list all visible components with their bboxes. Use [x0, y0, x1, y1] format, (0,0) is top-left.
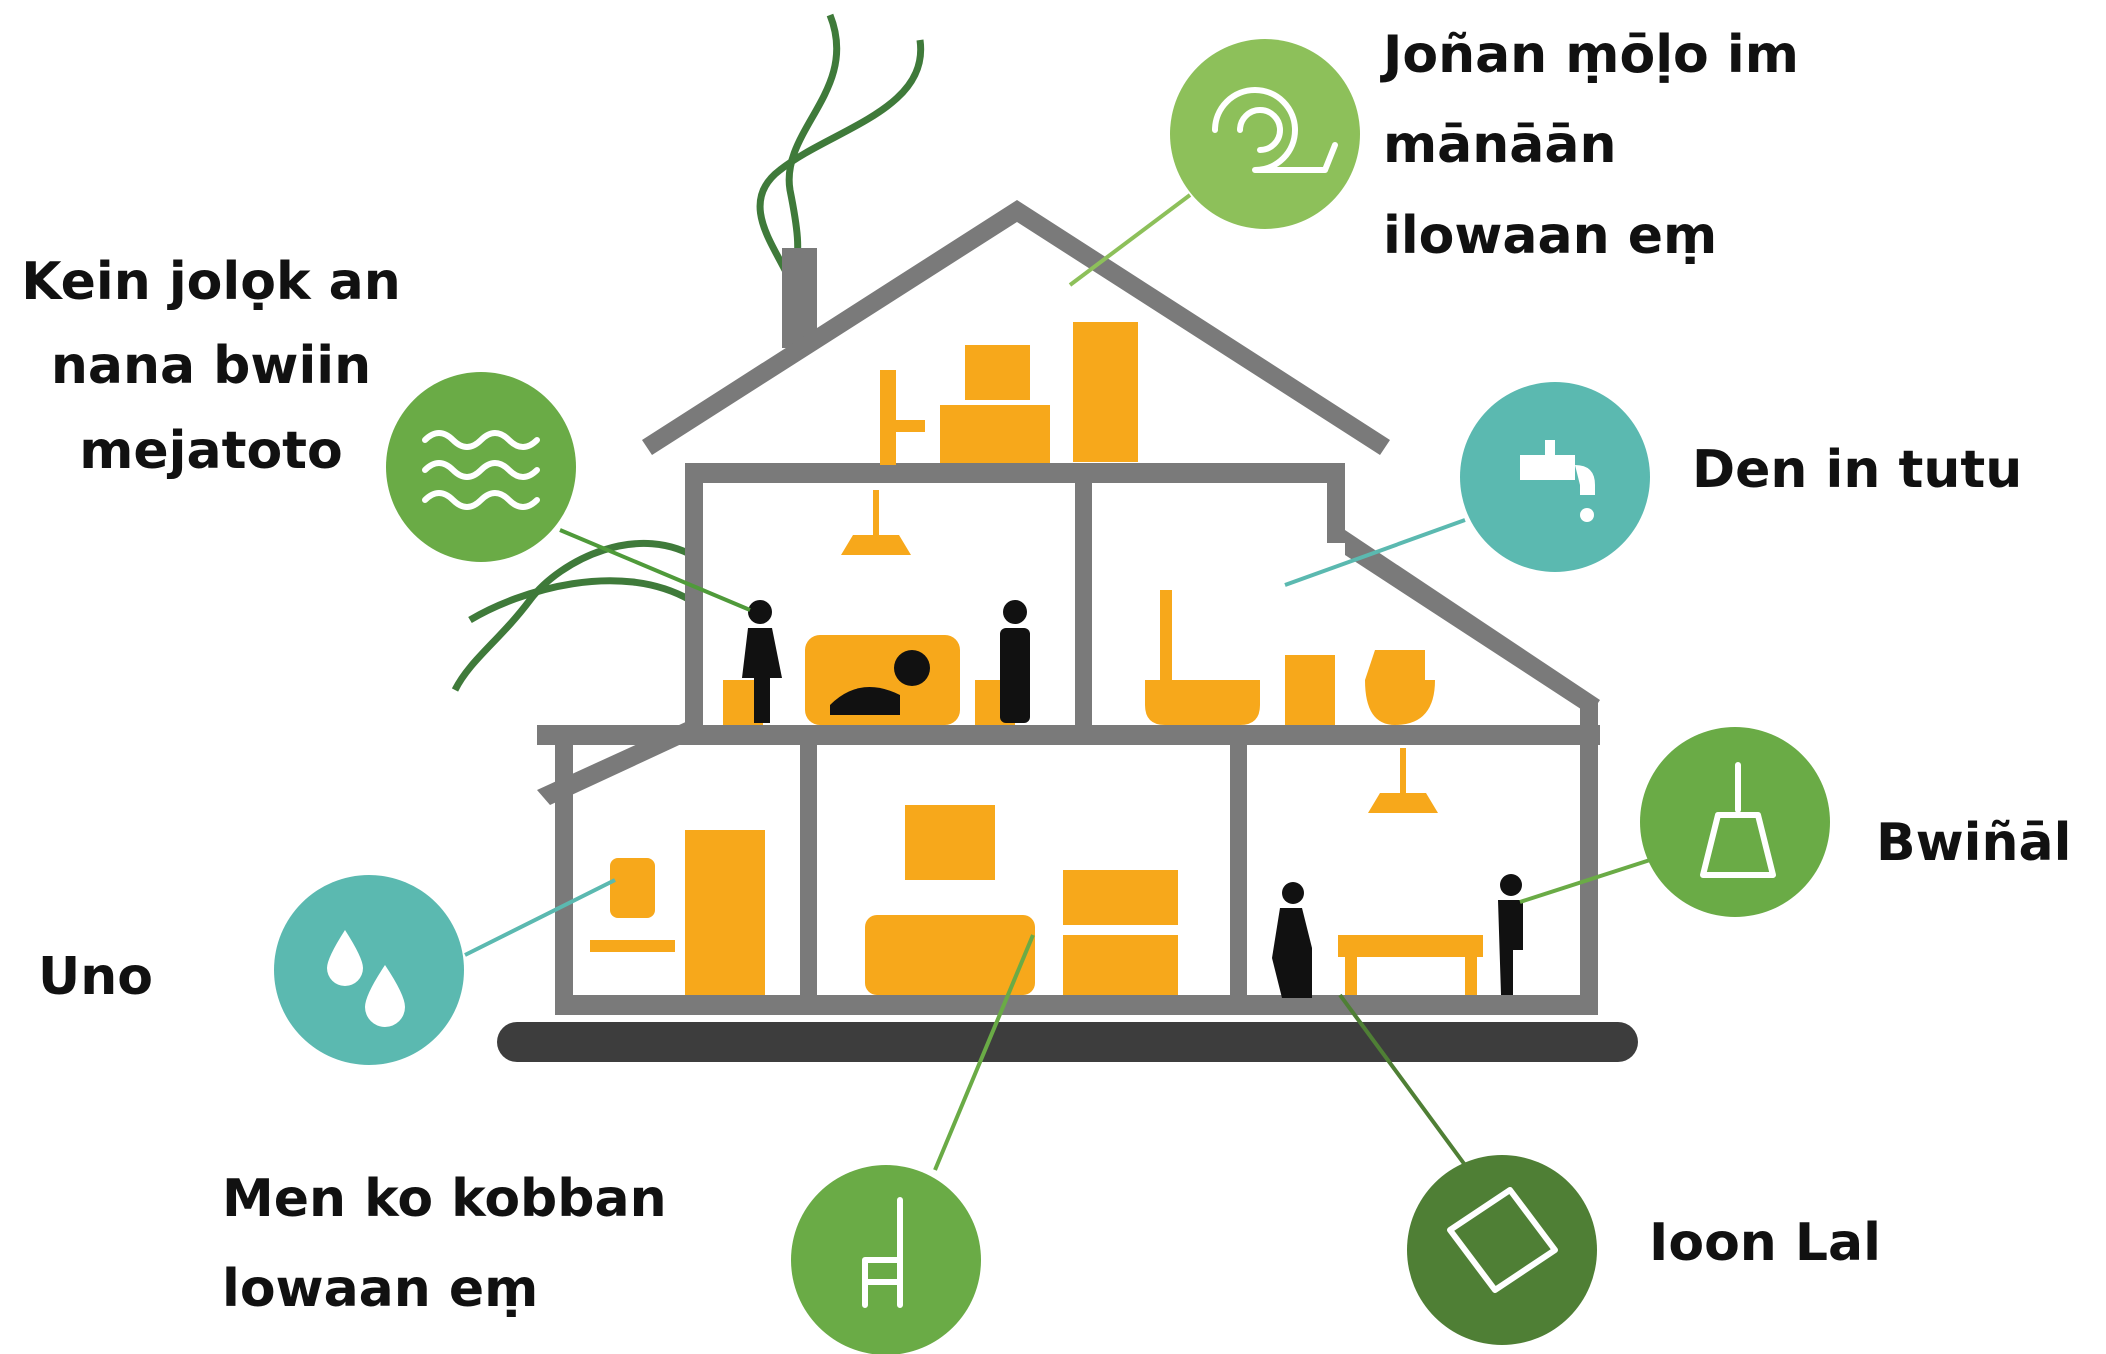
foundation — [497, 1022, 1638, 1062]
floor — [537, 725, 1600, 745]
callout-label: Uno — [38, 947, 153, 1007]
floor — [555, 995, 1598, 1015]
icon-circle — [274, 875, 464, 1065]
wall — [1580, 700, 1598, 1000]
smoke — [451, 13, 925, 692]
people — [742, 600, 1523, 998]
callout-label: mejatoto — [79, 421, 343, 481]
icon-circle — [1640, 727, 1830, 917]
icon-circle — [1407, 1155, 1597, 1345]
wall — [685, 463, 703, 733]
callout-label: Bwiñāl — [1876, 813, 2071, 873]
connectors — [464, 193, 1651, 1171]
wall — [1327, 463, 1345, 543]
floor — [685, 463, 1345, 483]
callout-label: nana bwiin — [51, 336, 371, 396]
roof-right — [1345, 530, 1600, 715]
labels: Joñan ṃōḷo im mānāān ilowaan eṃ Kein jol… — [21, 25, 2071, 1319]
callout-label: Den in tutu — [1692, 440, 2022, 500]
wall — [1075, 483, 1092, 733]
icons — [274, 39, 1830, 1354]
callout-label: Kein jolọk an — [21, 252, 401, 312]
callout-label: Ioon Lal — [1649, 1213, 1881, 1273]
callout-label: Men ko kobban — [222, 1169, 667, 1229]
callout-label: ilowaan eṃ — [1383, 206, 1717, 266]
chimney — [782, 248, 817, 348]
wall — [800, 745, 817, 1000]
callout-label: Joñan ṃōḷo im — [1380, 25, 1799, 85]
furniture — [590, 322, 1483, 995]
house — [497, 200, 1638, 1062]
callout-label: lowaan eṃ — [222, 1259, 538, 1319]
wall — [1230, 745, 1247, 1000]
icon-circle — [1170, 39, 1360, 229]
wall — [555, 745, 573, 1000]
callout-label: mānāān — [1383, 115, 1617, 175]
